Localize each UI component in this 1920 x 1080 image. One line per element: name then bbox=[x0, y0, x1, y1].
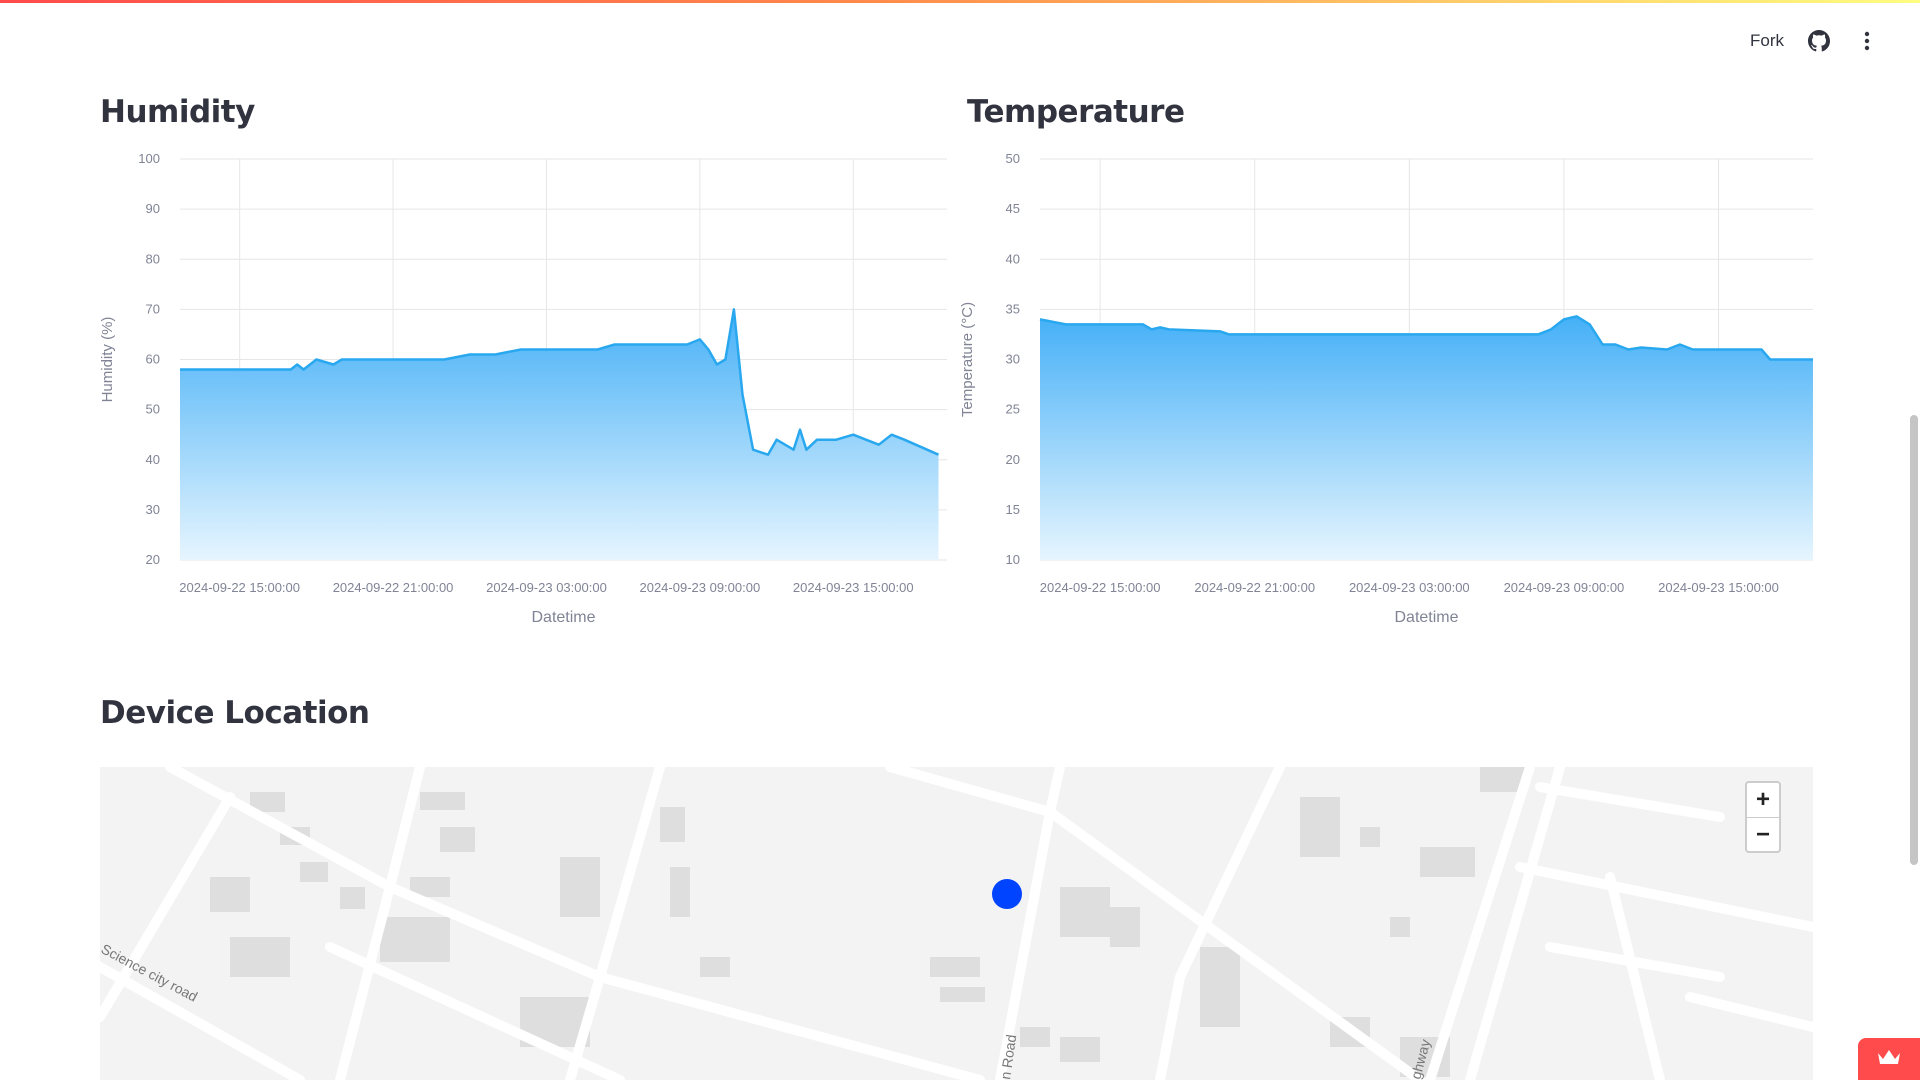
y-axis-label: Humidity (%) bbox=[99, 317, 116, 403]
y-tick-label: 60 bbox=[146, 352, 160, 367]
y-tick-label: 50 bbox=[1006, 151, 1020, 166]
github-icon[interactable] bbox=[1806, 28, 1832, 54]
y-tick-label: 30 bbox=[1006, 352, 1020, 367]
x-tick-label: 2024-09-22 15:00:00 bbox=[1040, 580, 1161, 595]
y-tick-label: 40 bbox=[146, 452, 160, 467]
map-building bbox=[210, 877, 250, 912]
y-tick-label: 100 bbox=[138, 151, 160, 166]
series-line bbox=[1039, 315, 1813, 361]
zoom-out-button[interactable]: − bbox=[1747, 817, 1779, 852]
y-tick-label: 30 bbox=[146, 502, 160, 517]
x-tick-label: 2024-09-22 21:00:00 bbox=[333, 580, 454, 595]
device-marker[interactable] bbox=[992, 879, 1022, 909]
top-decoration-bar bbox=[0, 0, 1920, 3]
y-tick-label: 20 bbox=[1006, 452, 1020, 467]
x-tick-label: 2024-09-23 09:00:00 bbox=[639, 580, 760, 595]
y-tick-label: 90 bbox=[146, 201, 160, 216]
y-tick-label: 40 bbox=[1006, 251, 1020, 266]
y-tick-label: 35 bbox=[1006, 301, 1020, 316]
app-badge-button[interactable] bbox=[1858, 1038, 1920, 1080]
x-axis-label: Datetime bbox=[1394, 609, 1458, 626]
x-tick-label: 2024-09-23 09:00:00 bbox=[1504, 580, 1625, 595]
crown-icon bbox=[1876, 1047, 1902, 1072]
y-tick-label: 10 bbox=[1006, 552, 1020, 567]
y-tick-label: 15 bbox=[1006, 502, 1020, 517]
x-tick-label: 2024-09-22 21:00:00 bbox=[1194, 580, 1315, 595]
more-vertical-icon[interactable] bbox=[1854, 28, 1880, 54]
x-tick-label: 2024-09-23 03:00:00 bbox=[486, 580, 607, 595]
x-tick-label: 2024-09-23 15:00:00 bbox=[1658, 580, 1779, 595]
map-tiles: Science city road n Road ghway bbox=[100, 767, 1813, 1080]
humidity-title: Humidity bbox=[100, 94, 255, 130]
y-tick-label: 70 bbox=[146, 301, 160, 316]
device-location-map[interactable]: Science city road n Road ghway + − bbox=[100, 767, 1813, 1080]
area-fill bbox=[1040, 316, 1813, 560]
y-tick-label: 45 bbox=[1006, 201, 1020, 216]
series-line bbox=[180, 308, 940, 456]
device-location-title: Device Location bbox=[100, 695, 370, 731]
page-scrollbar[interactable] bbox=[1910, 415, 1918, 865]
x-tick-label: 2024-09-23 15:00:00 bbox=[793, 580, 914, 595]
header-actions: Fork bbox=[1750, 28, 1880, 54]
fork-link[interactable]: Fork bbox=[1750, 31, 1784, 50]
y-tick-label: 80 bbox=[146, 251, 160, 266]
map-zoom-control: + − bbox=[1745, 781, 1781, 853]
area-fill bbox=[180, 309, 939, 560]
y-tick-label: 25 bbox=[1006, 402, 1020, 417]
x-tick-label: 2024-09-22 15:00:00 bbox=[179, 580, 300, 595]
map-street-label: n Road bbox=[997, 1033, 1019, 1080]
humidity-chart: 100 90 80 70 60 50 40 30 20 2024-09-22 15:00:00 20… bbox=[99, 151, 947, 626]
temperature-title: Temperature bbox=[967, 94, 1185, 130]
x-axis-label: Datetime bbox=[531, 609, 595, 626]
y-axis-label: Temperature (°C) bbox=[959, 302, 976, 417]
y-tick-label: 20 bbox=[146, 552, 160, 567]
y-tick-label: 50 bbox=[146, 402, 160, 417]
zoom-in-button[interactable]: + bbox=[1755, 786, 1770, 813]
x-tick-label: 2024-09-23 03:00:00 bbox=[1349, 580, 1470, 595]
temperature-chart: 50 45 40 35 30 25 20 15 10 2024-09-22 15:00:00 202… bbox=[959, 151, 1813, 626]
